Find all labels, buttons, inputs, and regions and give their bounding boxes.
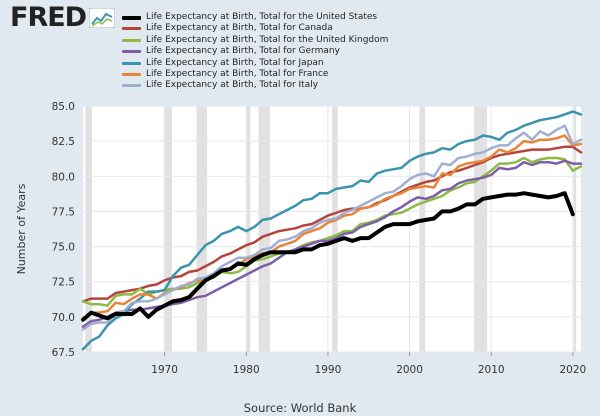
legend-swatch xyxy=(122,50,141,54)
y-tick-label: 80.0 xyxy=(52,171,75,183)
recession-band xyxy=(573,106,577,352)
legend-item: Life Expectancy at Birth, Total for Ital… xyxy=(122,80,388,91)
legend-swatch xyxy=(122,84,141,88)
legend-swatch xyxy=(122,15,141,20)
x-tick-label: 2020 xyxy=(559,364,586,376)
legend-label: Life Expectancy at Birth, Total for the … xyxy=(146,34,389,45)
legend-label: Life Expectancy at Birth, Total for Germ… xyxy=(146,46,340,57)
y-tick-label: 75.0 xyxy=(52,242,75,254)
legend-label: Life Expectancy at Birth, Total for Cana… xyxy=(146,23,333,34)
recession-band xyxy=(196,106,208,352)
legend-item: Life Expectancy at Birth, Total for the … xyxy=(122,12,388,23)
y-tick-label: 67.5 xyxy=(52,347,75,359)
x-tick-label: 2000 xyxy=(396,364,423,376)
fred-logo[interactable]: FRED xyxy=(10,2,87,33)
y-tick-label: 85.0 xyxy=(52,101,75,113)
recession-band xyxy=(332,106,338,352)
legend-item: Life Expectancy at Birth, Total for Cana… xyxy=(122,23,388,34)
series-line-6 xyxy=(81,124,583,331)
legend-item: Life Expectancy at Birth, Total for Germ… xyxy=(122,46,388,57)
legend-label: Life Expectancy at Birth, Total for Fran… xyxy=(146,68,329,79)
legend-swatch xyxy=(122,61,141,65)
series-line-0 xyxy=(81,191,575,322)
legend-label: Life Expectancy at Birth, Total for Japa… xyxy=(146,57,324,68)
y-axis-label: Number of Years xyxy=(15,183,28,274)
legend-swatch xyxy=(122,38,141,42)
legend-item: Life Expectancy at Birth, Total for Japa… xyxy=(122,58,388,69)
legend-swatch xyxy=(122,72,141,76)
legend-item: Life Expectancy at Birth, Total for the … xyxy=(122,35,388,46)
legend-swatch xyxy=(122,27,141,31)
x-tick-label: 1990 xyxy=(315,364,342,376)
x-tick-label: 1970 xyxy=(151,364,178,376)
series-line-4 xyxy=(81,110,583,351)
recession-band xyxy=(474,106,488,352)
legend-label: Life Expectancy at Birth, Total for the … xyxy=(146,12,378,22)
y-tick-label: 72.5 xyxy=(52,277,75,289)
y-tick-label: 70.0 xyxy=(52,312,75,324)
recession-band xyxy=(163,106,172,352)
recession-band xyxy=(85,106,92,352)
chart-legend: Life Expectancy at Birth, Total for the … xyxy=(122,12,388,92)
legend-label: Life Expectancy at Birth, Total for Ital… xyxy=(146,80,319,91)
source-note: Source: World Bank xyxy=(243,401,357,415)
y-tick-label: 77.5 xyxy=(52,206,75,218)
legend-item: Life Expectancy at Birth, Total for Fran… xyxy=(122,69,388,80)
line-chart-icon xyxy=(89,8,115,28)
recession-band xyxy=(419,106,426,352)
recession-band xyxy=(258,106,270,352)
x-tick-label: 1980 xyxy=(233,364,260,376)
series-line-1 xyxy=(81,145,583,303)
x-tick-label: 2010 xyxy=(478,364,505,376)
y-tick-label: 82.5 xyxy=(52,136,75,148)
header: FRED Life Expectancy at Birth, Total for… xyxy=(0,0,600,100)
